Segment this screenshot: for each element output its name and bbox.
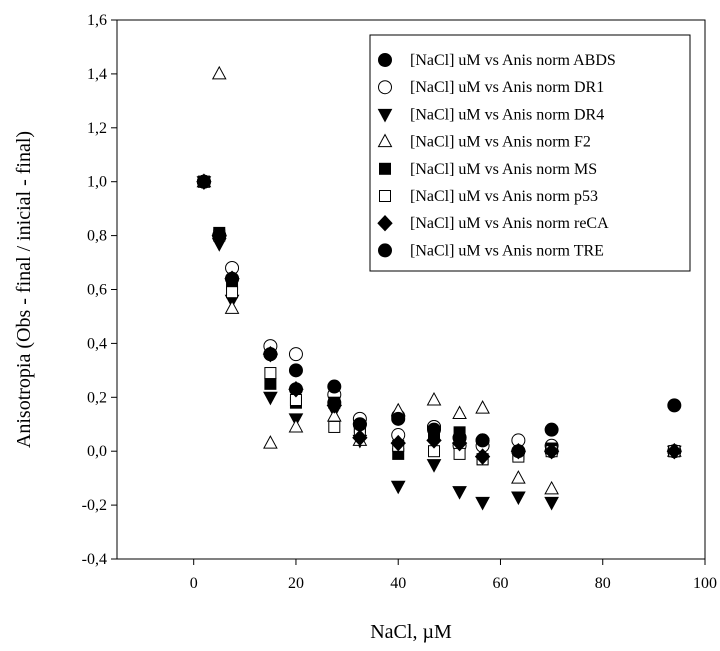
y-tick-label: 1,2 [87, 120, 107, 137]
legend-label: [NaCl] uM vs Anis norm F2 [410, 134, 591, 151]
data-point [264, 377, 277, 390]
y-axis-label: Anisotropia (Obs - final / inicial - fin… [13, 131, 35, 448]
legend-marker [378, 80, 392, 95]
x-axis-label: NaCl, µM [370, 621, 452, 643]
legend-label: [NaCl] uM vs Anis norm ABDS [410, 52, 616, 69]
legend-box [369, 34, 691, 272]
data-point [543, 442, 560, 460]
data-point [225, 271, 240, 286]
data-point [390, 480, 406, 495]
chart-axes: 0 20 40 60 80 100 -0,4 -0,2 0,0 0,2 0,4 0,6 0,8 1,0 1,… [82, 12, 717, 592]
legend-item: [NaCl] uM vs Anis norm MS [379, 161, 597, 178]
legend-item: [NaCl] uM vs Anis norm p53 [379, 188, 598, 205]
x-tick-label: 20 [288, 575, 304, 592]
y-tick-label: 0,8 [87, 228, 107, 245]
data-point [666, 442, 683, 460]
data-point [288, 418, 304, 433]
x-tick-label: 0 [190, 575, 198, 592]
data-points [196, 65, 683, 511]
data-point [264, 367, 277, 380]
x-tick-label: 40 [390, 575, 406, 592]
data-point [212, 228, 227, 243]
data-point [511, 491, 526, 506]
data-point [475, 433, 490, 448]
legend-label: [NaCl] uM vs Anis norm MS [410, 161, 597, 178]
y-tick-label: -0,4 [82, 551, 107, 568]
legend: [NaCl] uM vs Anis norm ABDS [NaCl] uM vs … [369, 34, 691, 272]
legend-item: [NaCl] uM vs Anis norm DR1 [378, 79, 604, 96]
data-point [391, 411, 406, 426]
legend-label: [NaCl] uM vs Anis norm DR1 [410, 79, 604, 96]
legend-marker [378, 53, 392, 67]
data-point [427, 422, 442, 437]
data-point [226, 286, 239, 299]
data-point [288, 347, 303, 362]
data-point [326, 397, 342, 414]
x-tick-label: 100 [693, 575, 717, 592]
x-tick-label: 80 [595, 575, 611, 592]
data-point [288, 363, 303, 378]
data-point [667, 398, 682, 413]
data-point [352, 417, 367, 432]
data-point [511, 470, 526, 484]
y-tick-label: 0,6 [87, 282, 107, 299]
data-point [452, 486, 467, 500]
legend-label: [NaCl] uM vs Anis norm DR4 [410, 106, 604, 123]
data-point [426, 391, 442, 406]
legend-item: [NaCl] uM vs Anis norm reCA [377, 214, 609, 232]
x-tick-label: 60 [492, 575, 508, 592]
data-point [452, 430, 467, 445]
data-point [426, 459, 442, 473]
data-point [475, 496, 490, 511]
legend-marker [379, 190, 391, 202]
data-point [544, 422, 559, 437]
y-tick-label: 1,0 [87, 174, 107, 191]
legend-marker [377, 133, 393, 148]
legend-marker [377, 214, 393, 232]
legend-item: [NaCl] uM vs Anis norm F2 [377, 133, 591, 151]
data-point [196, 174, 211, 189]
data-point [327, 379, 342, 394]
data-point [452, 405, 467, 419]
legend-label: [NaCl] uM vs Anis norm reCA [410, 215, 609, 232]
legend-label: [NaCl] uM vs Anis norm TRE [410, 242, 604, 259]
data-point [474, 448, 491, 465]
series-8 [196, 174, 682, 459]
data-point [288, 380, 304, 398]
legend-item: [NaCl] uM vs Anis norm ABDS [378, 52, 616, 69]
data-point [511, 444, 526, 459]
data-point [263, 347, 278, 362]
legend-item: [NaCl] uM vs Anis norm TRE [378, 242, 604, 259]
data-point [352, 429, 368, 446]
legend-marker [378, 243, 392, 258]
y-tick-label: 1,4 [87, 66, 107, 83]
data-point [390, 434, 406, 452]
y-tick-label: -0,2 [82, 497, 107, 514]
legend-marker [377, 108, 393, 123]
data-point [263, 391, 278, 406]
data-point [475, 400, 490, 414]
y-tick-label: 0,0 [87, 443, 107, 460]
data-point [224, 300, 240, 314]
legend-label: [NaCl] uM vs Anis norm p53 [410, 188, 598, 205]
data-point [544, 480, 559, 495]
data-point [263, 435, 278, 449]
data-point [544, 496, 559, 511]
data-point [211, 65, 227, 80]
legend-marker [379, 162, 391, 175]
data-point [426, 432, 442, 449]
y-tick-label: 0,2 [87, 389, 107, 406]
y-tick-label: 0,4 [87, 335, 107, 352]
legend-item: [NaCl] uM vs Anis norm DR4 [377, 106, 604, 123]
data-point [328, 420, 341, 433]
y-tick-label: 1,6 [87, 12, 107, 29]
